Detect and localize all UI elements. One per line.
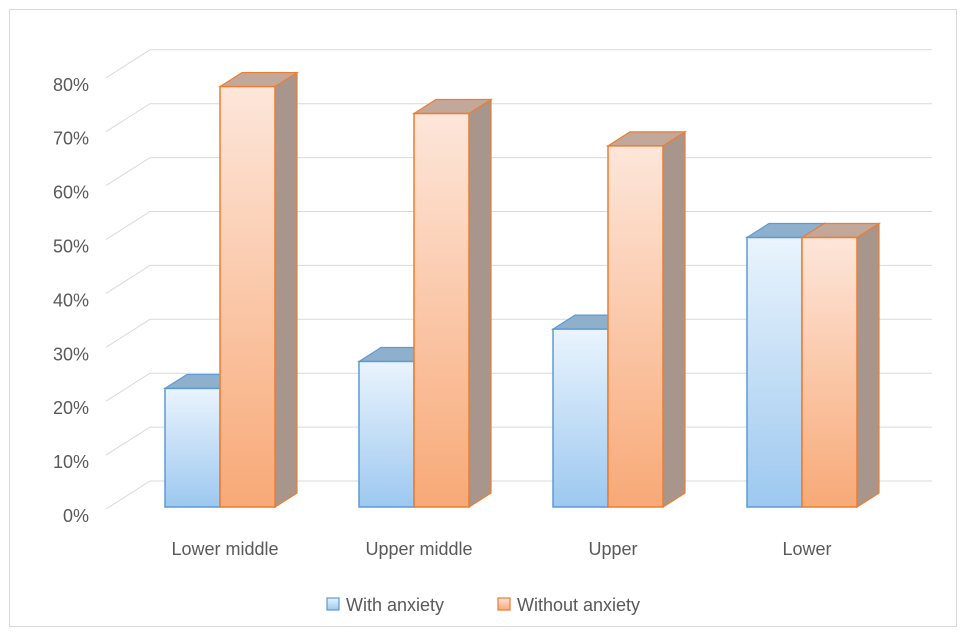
bars	[162, 71, 882, 509]
y-tick-label: 70%	[53, 129, 89, 149]
legend-item: With anxiety	[326, 595, 444, 615]
y-tick-label: 40%	[53, 290, 89, 310]
chart-frame	[9, 9, 957, 627]
legend: With anxiety Without anxiety	[326, 595, 640, 615]
y-tick-label: 50%	[53, 237, 89, 257]
x-tick-label: Upper middle	[365, 539, 472, 559]
bar-side-face	[662, 130, 686, 509]
bar	[217, 71, 300, 509]
x-tick-label: Lower middle	[171, 539, 278, 559]
legend-label: With anxiety	[346, 595, 444, 615]
y-tick-label: 0%	[63, 506, 89, 526]
bar-side-face	[468, 98, 492, 509]
bar-front-face	[219, 85, 276, 508]
y-tick-label: 60%	[53, 183, 89, 203]
bar-side-face	[274, 71, 298, 509]
bar	[605, 130, 688, 509]
bar-front-face	[746, 236, 803, 508]
bar	[411, 98, 494, 509]
x-axis: Lower middle Upper middle Upper Lower	[171, 539, 831, 559]
legend-swatch	[497, 597, 511, 611]
bar-front-face	[607, 145, 664, 508]
y-tick-label: 10%	[53, 452, 89, 472]
y-tick-label: 30%	[53, 344, 89, 364]
bar-front-face	[358, 360, 415, 508]
y-axis: 0% 10% 20% 30% 40% 50% 60% 70% 80%	[53, 75, 89, 526]
x-tick-label: Lower	[782, 539, 831, 559]
bar	[799, 222, 882, 509]
y-tick-label: 20%	[53, 398, 89, 418]
y-tick-label: 80%	[53, 75, 89, 95]
legend-swatch	[326, 597, 340, 611]
gridline	[105, 103, 932, 133]
bar-side-face	[856, 222, 880, 509]
bar-front-face	[552, 328, 609, 508]
bar-front-face	[164, 387, 221, 508]
x-tick-label: Upper	[588, 539, 637, 559]
legend-label: Without anxiety	[517, 595, 640, 615]
legend-item: Without anxiety	[497, 595, 640, 615]
gridline	[105, 49, 932, 79]
bar-front-face	[413, 112, 470, 508]
bar-front-face	[801, 236, 858, 508]
